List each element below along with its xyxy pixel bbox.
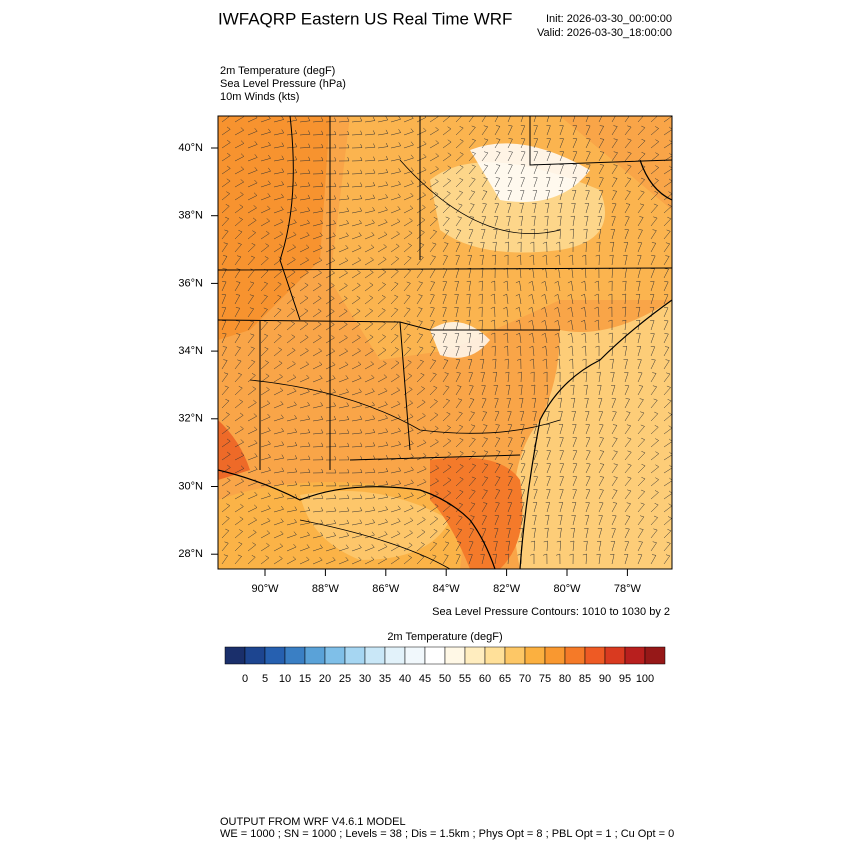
lat-label: 32°N xyxy=(178,413,203,425)
colorbar-label: 60 xyxy=(479,673,491,685)
colorbar-label: 90 xyxy=(599,673,611,685)
colorbar-label: 10 xyxy=(279,673,291,685)
colorbar-swatch xyxy=(584,646,606,665)
colorbar-label: 15 xyxy=(299,673,311,685)
colorbar-swatch xyxy=(264,646,286,665)
cold-spot xyxy=(430,322,490,358)
colorbar-swatch xyxy=(384,646,406,665)
colorbar-label: 45 xyxy=(419,673,431,685)
colorbar-label: 70 xyxy=(519,673,531,685)
colorbar-swatch xyxy=(304,646,326,665)
colorbar-swatch xyxy=(504,646,526,665)
colorbar-swatch xyxy=(484,646,506,665)
lon-label: 86°W xyxy=(372,583,400,595)
init-time: Init: 2026-03-30_00:00:00 xyxy=(546,13,672,25)
colorbar-label: 40 xyxy=(399,673,411,685)
colorbar-swatch xyxy=(424,646,446,665)
map-frame xyxy=(217,115,673,570)
colorbar-label: 35 xyxy=(379,673,391,685)
map xyxy=(218,116,672,569)
colorbar-label: 95 xyxy=(619,673,631,685)
colorbar-label: 50 xyxy=(439,673,451,685)
lon-label: 90°W xyxy=(251,583,279,595)
colorbar-swatch xyxy=(524,646,546,665)
valid-time: Valid: 2026-03-30_18:00:00 xyxy=(537,27,672,39)
lat-label: 36°N xyxy=(178,277,203,289)
warm-region xyxy=(218,116,330,340)
colorbar-label: 85 xyxy=(579,673,591,685)
colorbar-swatch xyxy=(624,646,646,665)
colorbar-swatch xyxy=(544,646,566,665)
field-label: 10m Winds (kts) xyxy=(220,91,299,103)
colorbar-label: 5 xyxy=(262,673,268,685)
lat-label: 34°N xyxy=(178,345,203,357)
atlantic xyxy=(513,300,672,569)
lat-label: 38°N xyxy=(178,210,203,222)
colorbar-label: 55 xyxy=(459,673,471,685)
colorbar-swatch xyxy=(344,646,366,665)
colorbar-swatch xyxy=(284,646,306,665)
colorbar-swatch xyxy=(464,646,486,665)
colorbar-swatch xyxy=(324,646,346,665)
colorbar-label: 80 xyxy=(559,673,571,685)
colorbar-swatch xyxy=(644,646,666,665)
lat-label: 40°N xyxy=(178,142,203,154)
contour-note: Sea Level Pressure Contours: 1010 to 103… xyxy=(432,606,670,618)
footer-line: WE = 1000 ; SN = 1000 ; Levels = 38 ; Di… xyxy=(220,828,674,840)
colorbar-swatch xyxy=(564,646,586,665)
colorbar-label: 30 xyxy=(359,673,371,685)
colorbar-label: 100 xyxy=(636,673,654,685)
coastline xyxy=(218,159,672,569)
warm-region xyxy=(430,457,523,569)
lon-label: 80°W xyxy=(553,583,581,595)
lon-label: 84°W xyxy=(433,583,461,595)
cold-spot xyxy=(470,143,590,202)
colorbar-label: 20 xyxy=(319,673,331,685)
colorbar-swatch xyxy=(364,646,386,665)
state-borders xyxy=(218,116,672,470)
warm-region xyxy=(218,420,250,480)
colorbar-swatch xyxy=(244,646,266,665)
lon-label: 82°W xyxy=(493,583,521,595)
lat-label: 28°N xyxy=(178,548,203,560)
colorbar-label: 25 xyxy=(339,673,351,685)
colorbar-label: 65 xyxy=(499,673,511,685)
pressure-contours xyxy=(249,159,561,569)
field-label: 2m Temperature (degF) xyxy=(220,65,335,77)
title: IWFAQRP Eastern US Real Time WRF xyxy=(218,9,512,28)
colorbar-swatch xyxy=(404,646,426,665)
colorbar-title: 2m Temperature (degF) xyxy=(387,631,502,643)
wind-barbs xyxy=(221,116,672,565)
colorbar-label: 75 xyxy=(539,673,551,685)
colorbar-swatch xyxy=(224,646,246,665)
footer-line: OUTPUT FROM WRF V4.6.1 MODEL xyxy=(220,816,406,828)
colorbar-label: 0 xyxy=(242,673,248,685)
lon-label: 88°W xyxy=(312,583,340,595)
colorbar-swatch xyxy=(604,646,626,665)
colorbar-swatch xyxy=(444,646,466,665)
lat-label: 30°N xyxy=(178,480,203,492)
lon-label: 78°W xyxy=(614,583,642,595)
field-label: Sea Level Pressure (hPa) xyxy=(220,78,346,90)
